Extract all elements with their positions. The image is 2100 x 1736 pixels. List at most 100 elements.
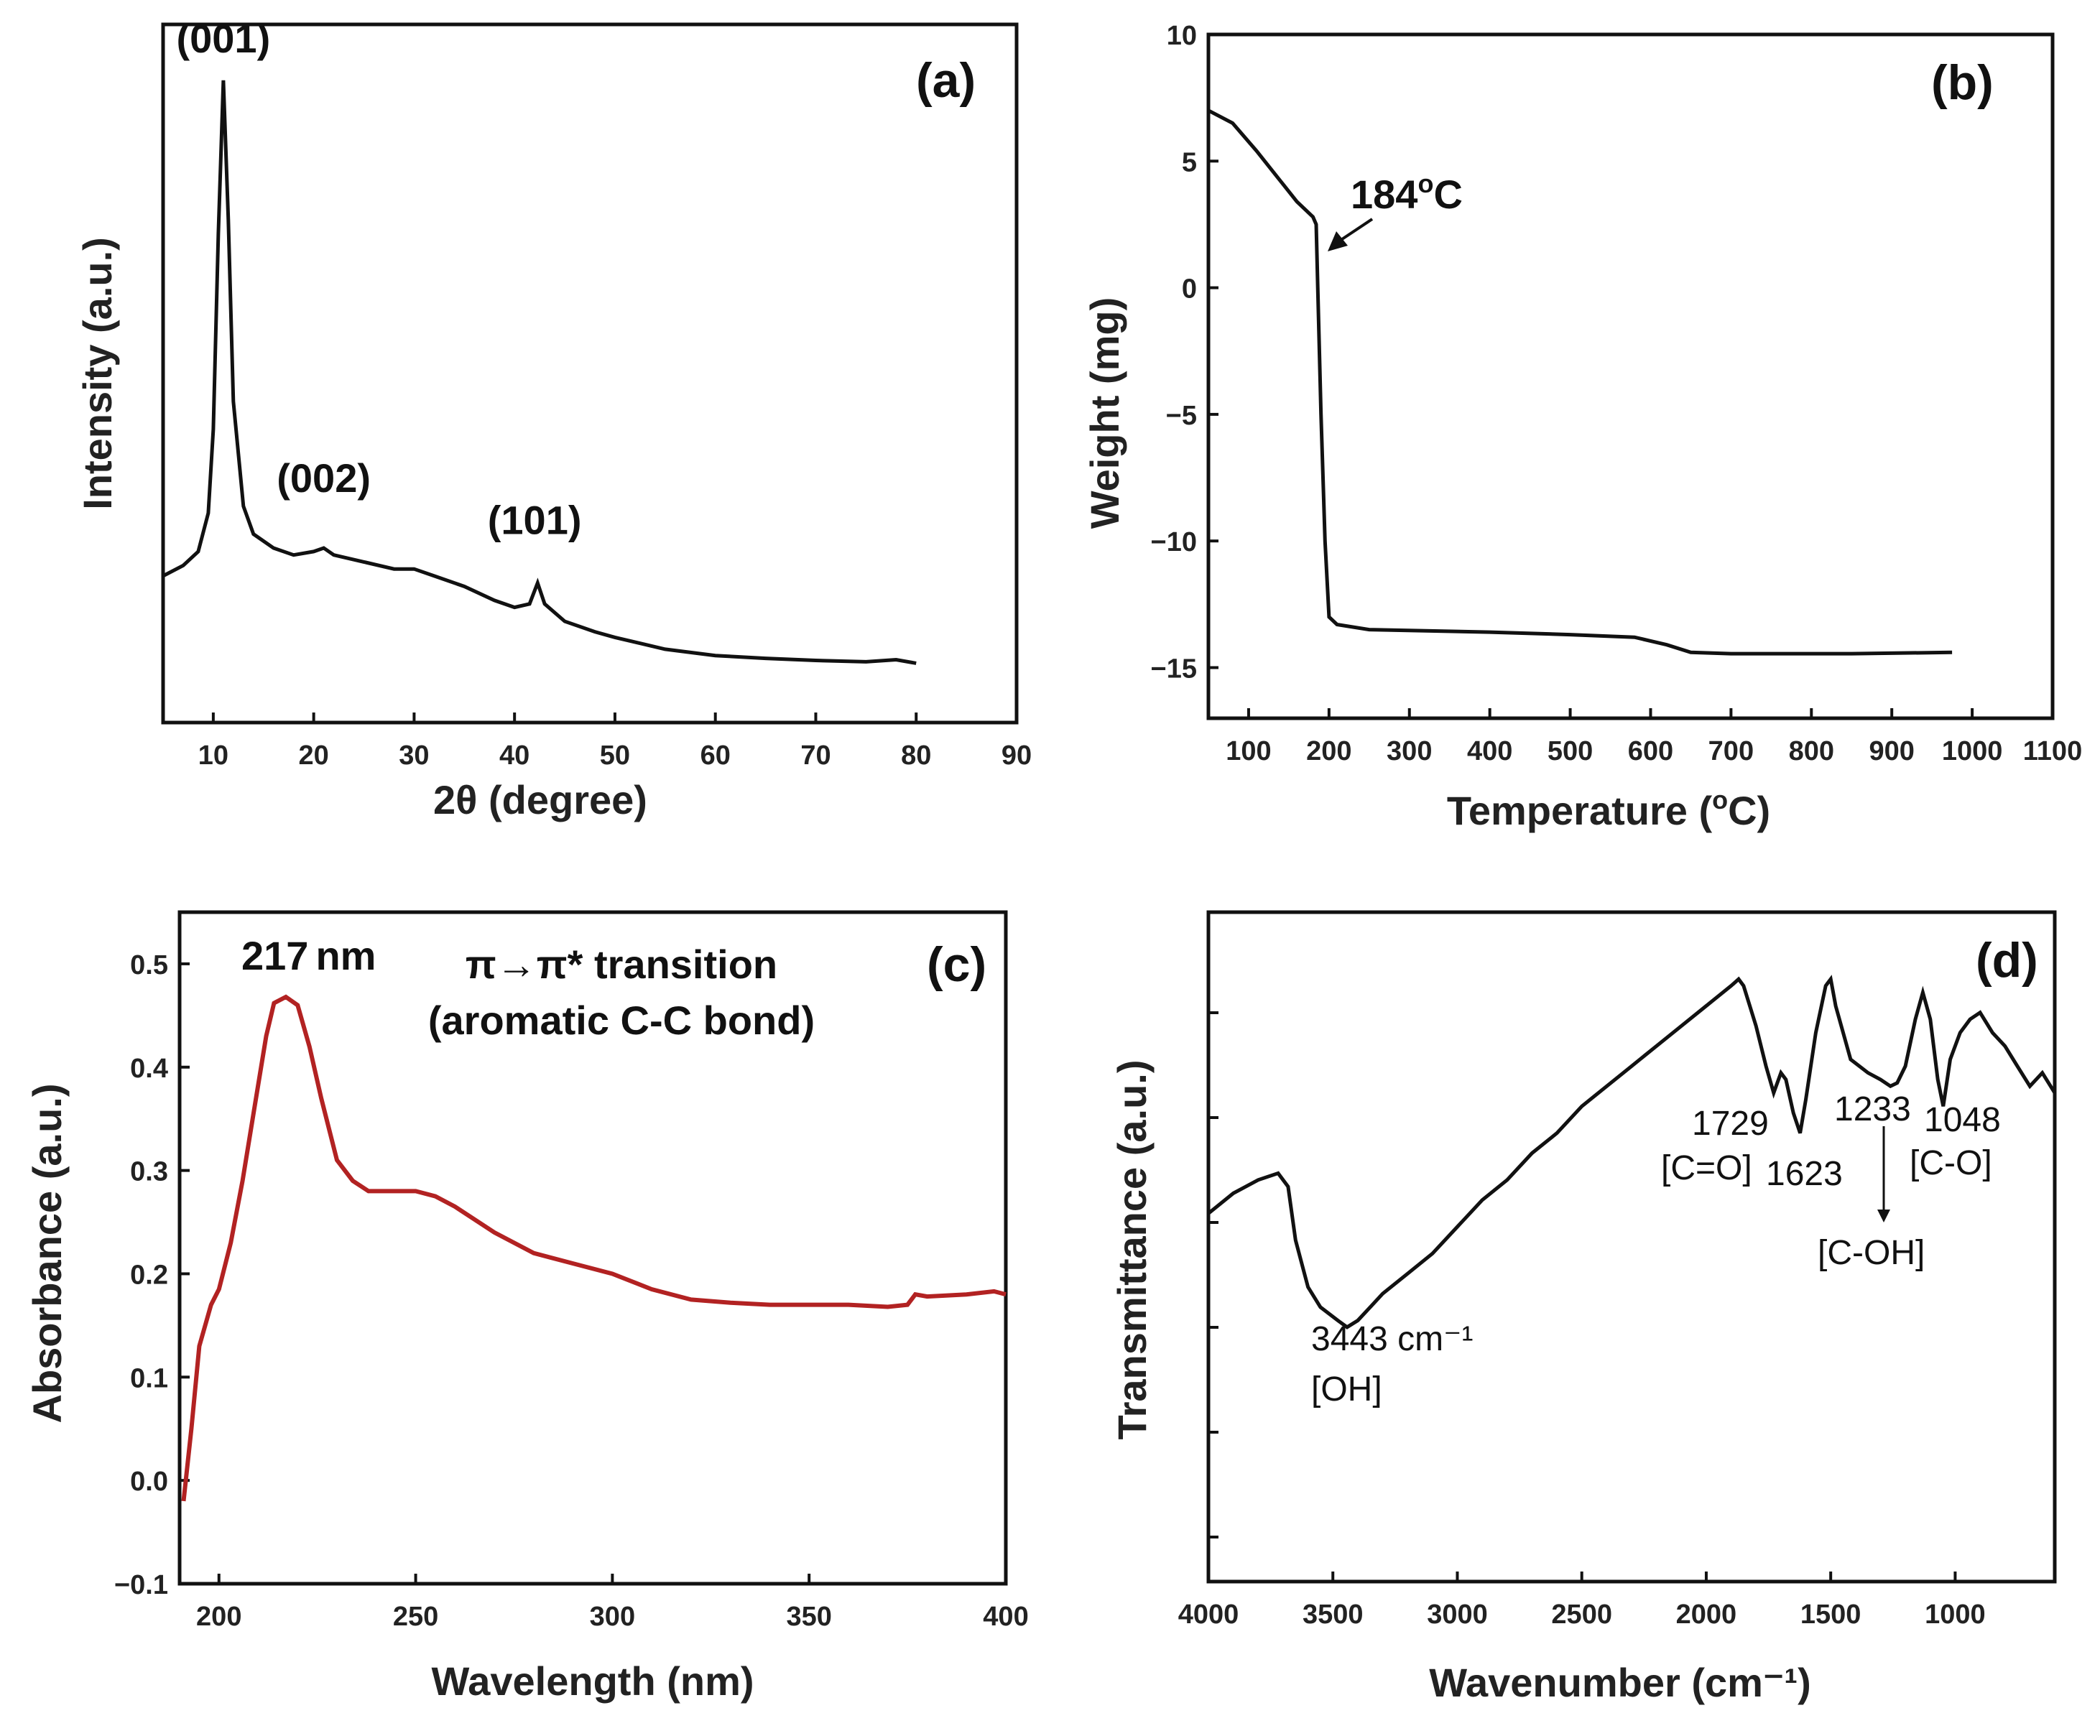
panel-d-xticks: 4000 3500 3000 2500 2000 1500 1000 bbox=[1178, 1572, 1986, 1630]
panel-b-anno-arrow-line bbox=[1338, 218, 1374, 242]
panel-b-label: (b) bbox=[1931, 55, 1994, 110]
panel-b-anno-sup: o bbox=[1417, 169, 1433, 198]
panel-b-ylabel: Weight (mg) bbox=[1082, 297, 1127, 529]
panel-a-xtick-label: 10 bbox=[198, 741, 228, 771]
panel-b-ytick-label: −15 bbox=[1151, 654, 1197, 684]
panel-a-peak-label: (002) bbox=[277, 455, 371, 501]
panel-c-xlabel: Wavelength (nm) bbox=[431, 1658, 754, 1704]
panel-d-anno-oh: [OH] bbox=[1311, 1370, 1382, 1408]
panel-d-anno-1233-arrowhead bbox=[1877, 1210, 1890, 1222]
panel-d-xtick-label: 3000 bbox=[1427, 1600, 1488, 1630]
panel-d-anno-coh: [C-OH] bbox=[1818, 1234, 1925, 1272]
panel-d-xtick-label: 1000 bbox=[1925, 1600, 1986, 1630]
panel-c-xtick-label: 250 bbox=[393, 1602, 438, 1632]
panel-b-xlabel: Temperature (oC) bbox=[1447, 785, 1770, 833]
panel-b-yticks: 10 5 0 −5 −10 −15 bbox=[1151, 21, 1218, 684]
panel-b-ytick-label: 5 bbox=[1182, 147, 1197, 177]
panel-c-xticks: 200 250 300 350 400 bbox=[196, 1574, 1029, 1632]
panel-c-label: (c) bbox=[927, 937, 986, 992]
panel-b-xtick-label: 600 bbox=[1628, 736, 1673, 766]
panel-a-peak-label: (001) bbox=[176, 16, 270, 61]
panel-c-ytick-label: 0.4 bbox=[130, 1054, 168, 1084]
panel-d: 4000 3500 3000 2500 2000 1500 1000 (d) Wavenum… bbox=[1109, 910, 2057, 1705]
panel-c-ytick-label: 0.3 bbox=[130, 1157, 168, 1187]
panel-a-xtick-label: 70 bbox=[800, 741, 831, 771]
panel-b-xtick-label: 400 bbox=[1467, 736, 1512, 766]
panel-d-anno-co: [C=O] bbox=[1661, 1149, 1752, 1187]
panel-c-ytick-label: −0.1 bbox=[114, 1570, 168, 1600]
panel-b-xtick-label: 200 bbox=[1306, 736, 1351, 766]
panel-c-xtick-label: 200 bbox=[196, 1602, 241, 1632]
panel-a-xtick-label: 60 bbox=[700, 741, 731, 771]
panel-b-xtick-label: 100 bbox=[1226, 736, 1271, 766]
panel-a-annotations: (001) (002) (101) bbox=[176, 16, 581, 543]
panel-c-ytick-label: 0.5 bbox=[130, 950, 168, 980]
panel-b-xlabel-post: C) bbox=[1728, 788, 1770, 833]
panel-d-anno-c-o: [C-O] bbox=[1910, 1144, 1992, 1182]
panel-b-xtick-label: 700 bbox=[1708, 736, 1754, 766]
panel-d-xtick-label: 1500 bbox=[1800, 1600, 1861, 1630]
panel-b-anno-arrowhead bbox=[1328, 231, 1348, 251]
panel-a-xlabel: 2θ (degree) bbox=[433, 777, 647, 822]
panel-a-xtick-label: 50 bbox=[600, 741, 630, 771]
panel-b-ytick-label: −10 bbox=[1151, 527, 1197, 557]
panel-d-label: (d) bbox=[1976, 933, 2038, 988]
panel-a-peak-label: (101) bbox=[488, 498, 582, 543]
panel-d-xlabel: Wavenumber (cm⁻¹) bbox=[1429, 1660, 1811, 1705]
panel-a-xtick-label: 90 bbox=[1002, 741, 1032, 771]
panel-a-frame bbox=[161, 22, 1019, 725]
panel-b-xticks: 100 200 300 400 500 600 700 800 900 1000 1100 bbox=[1226, 708, 2082, 766]
panel-c-yticks: −0.1 0.0 0.1 0.2 0.3 0.4 0.5 bbox=[114, 950, 190, 1600]
panel-d-xtick-label: 2000 bbox=[1676, 1600, 1737, 1630]
panel-a-series-line bbox=[162, 80, 917, 665]
panel-c-ytick-label: 0.0 bbox=[130, 1467, 168, 1497]
panel-b-xtick-label: 800 bbox=[1789, 736, 1834, 766]
panel-b-ytick-label: −5 bbox=[1166, 401, 1197, 431]
panel-b-frame bbox=[1206, 32, 2055, 720]
panel-b-xtick-label: 900 bbox=[1869, 736, 1914, 766]
panel-a-xtick-label: 20 bbox=[299, 741, 329, 771]
panel-b-xtick-label: 1100 bbox=[2023, 736, 2082, 766]
panel-c-ytick-label: 0.1 bbox=[130, 1363, 168, 1393]
panel-d-yticks bbox=[1208, 1011, 1218, 1538]
panel-c-xtick-label: 350 bbox=[786, 1602, 831, 1632]
panel-b-ytick-label: 0 bbox=[1182, 274, 1197, 305]
panel-d-anno-3443: 3443 cm⁻¹ bbox=[1311, 1320, 1473, 1358]
panel-b: 100 200 300 400 500 600 700 800 900 1000 1100 10 5 0… bbox=[1082, 21, 2082, 833]
panel-b-anno-post: C bbox=[1433, 172, 1462, 217]
panel-a-xticks: 10 20 30 40 50 60 70 80 90 bbox=[198, 712, 1032, 771]
panel-c-transition-label: π→π* transition bbox=[466, 942, 777, 987]
panel-c-ylabel: Absorbance (a.u.) bbox=[24, 1084, 70, 1424]
panel-d-xtick-label: 3500 bbox=[1303, 1600, 1364, 1630]
panel-b-xtick-label: 500 bbox=[1548, 736, 1593, 766]
panel-d-anno-1233: 1233 bbox=[1834, 1090, 1911, 1128]
panel-c-peak-value: 217 bbox=[241, 933, 308, 978]
panel-c-xtick-label: 400 bbox=[983, 1602, 1028, 1632]
panel-d-ylabel: Transmittance (a.u.) bbox=[1109, 1059, 1155, 1439]
panel-c-xtick-label: 300 bbox=[590, 1602, 635, 1632]
panel-a-xtick-label: 80 bbox=[901, 741, 931, 771]
panel-d-anno-1048: 1048 bbox=[1924, 1101, 2001, 1139]
panel-a-ylabel: Intensity (a.u.) bbox=[75, 237, 120, 510]
panel-b-xtick-label: 300 bbox=[1387, 736, 1432, 766]
panel-b-ytick-label: 10 bbox=[1167, 21, 1197, 51]
panel-a-xtick-label: 40 bbox=[499, 741, 529, 771]
panel-a-label: (a) bbox=[916, 53, 976, 108]
panel-b-anno-pre: 184 bbox=[1351, 172, 1417, 217]
panel-d-series-line bbox=[1207, 975, 2057, 1329]
panel-d-xtick-label: 2500 bbox=[1551, 1600, 1612, 1630]
panel-c-ytick-label: 0.2 bbox=[130, 1260, 168, 1290]
panel-b-xlabel-pre: Temperature ( bbox=[1447, 788, 1713, 833]
panel-b-annotation: 184oC bbox=[1351, 169, 1463, 217]
panel-b-series-line bbox=[1207, 108, 1953, 656]
panel-d-xtick-label: 4000 bbox=[1178, 1600, 1239, 1630]
panel-c-frame bbox=[177, 910, 1008, 1586]
panel-c-series-line bbox=[181, 994, 1007, 1502]
panel-c: 200 250 300 350 400 −0.1 0.0 0.1 0.2 0.3 0.4 0.5 (… bbox=[24, 910, 1029, 1704]
panel-a-xtick-label: 30 bbox=[399, 741, 429, 771]
panel-c-peak-annotation: 217 nm bbox=[241, 933, 376, 978]
panel-c-bond-label: (aromatic C-C bond) bbox=[428, 998, 815, 1043]
panel-a: 10 20 30 40 50 60 70 80 90 (a) 2θ (degree) Inten… bbox=[75, 16, 1032, 822]
panel-c-peak-unit: nm bbox=[315, 933, 376, 978]
